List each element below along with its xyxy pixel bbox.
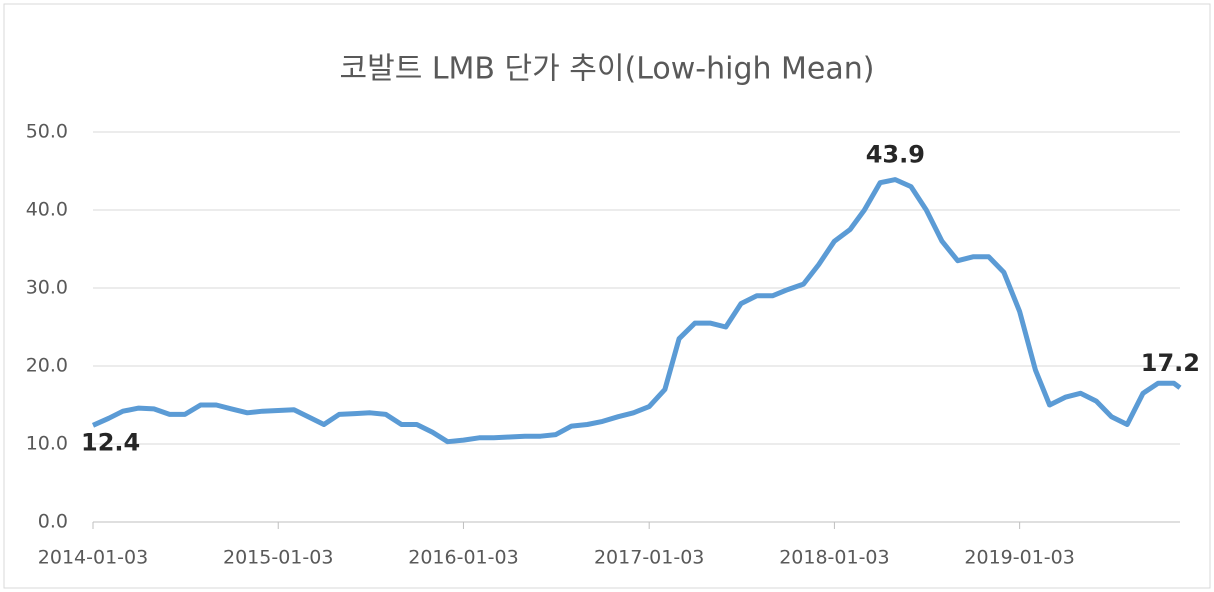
y-tick-label: 50.0 xyxy=(26,121,68,143)
y-tick-label: 30.0 xyxy=(26,277,68,299)
y-tick-label: 40.0 xyxy=(26,199,68,221)
x-tick-label: 2019-01-03 xyxy=(964,547,1074,569)
data-label: 12.4 xyxy=(81,428,140,456)
chart-border xyxy=(3,3,1211,589)
x-tick-label: 2018-01-03 xyxy=(779,547,889,569)
x-tick-label: 2014-01-03 xyxy=(38,547,148,569)
chart-title: 코발트 LMB 단가 추이(Low-high Mean) xyxy=(340,52,875,87)
y-tick-label: 20.0 xyxy=(26,355,68,377)
y-tick-label: 10.0 xyxy=(26,433,68,455)
data-label: 43.9 xyxy=(866,141,925,169)
data-label: 17.2 xyxy=(1141,349,1200,377)
x-tick-label: 2017-01-03 xyxy=(594,547,704,569)
y-tick-label: 0.0 xyxy=(38,511,68,533)
x-tick-label: 2016-01-03 xyxy=(408,547,518,569)
x-tick-label: 2015-01-03 xyxy=(223,547,333,569)
data-line xyxy=(91,177,1182,445)
